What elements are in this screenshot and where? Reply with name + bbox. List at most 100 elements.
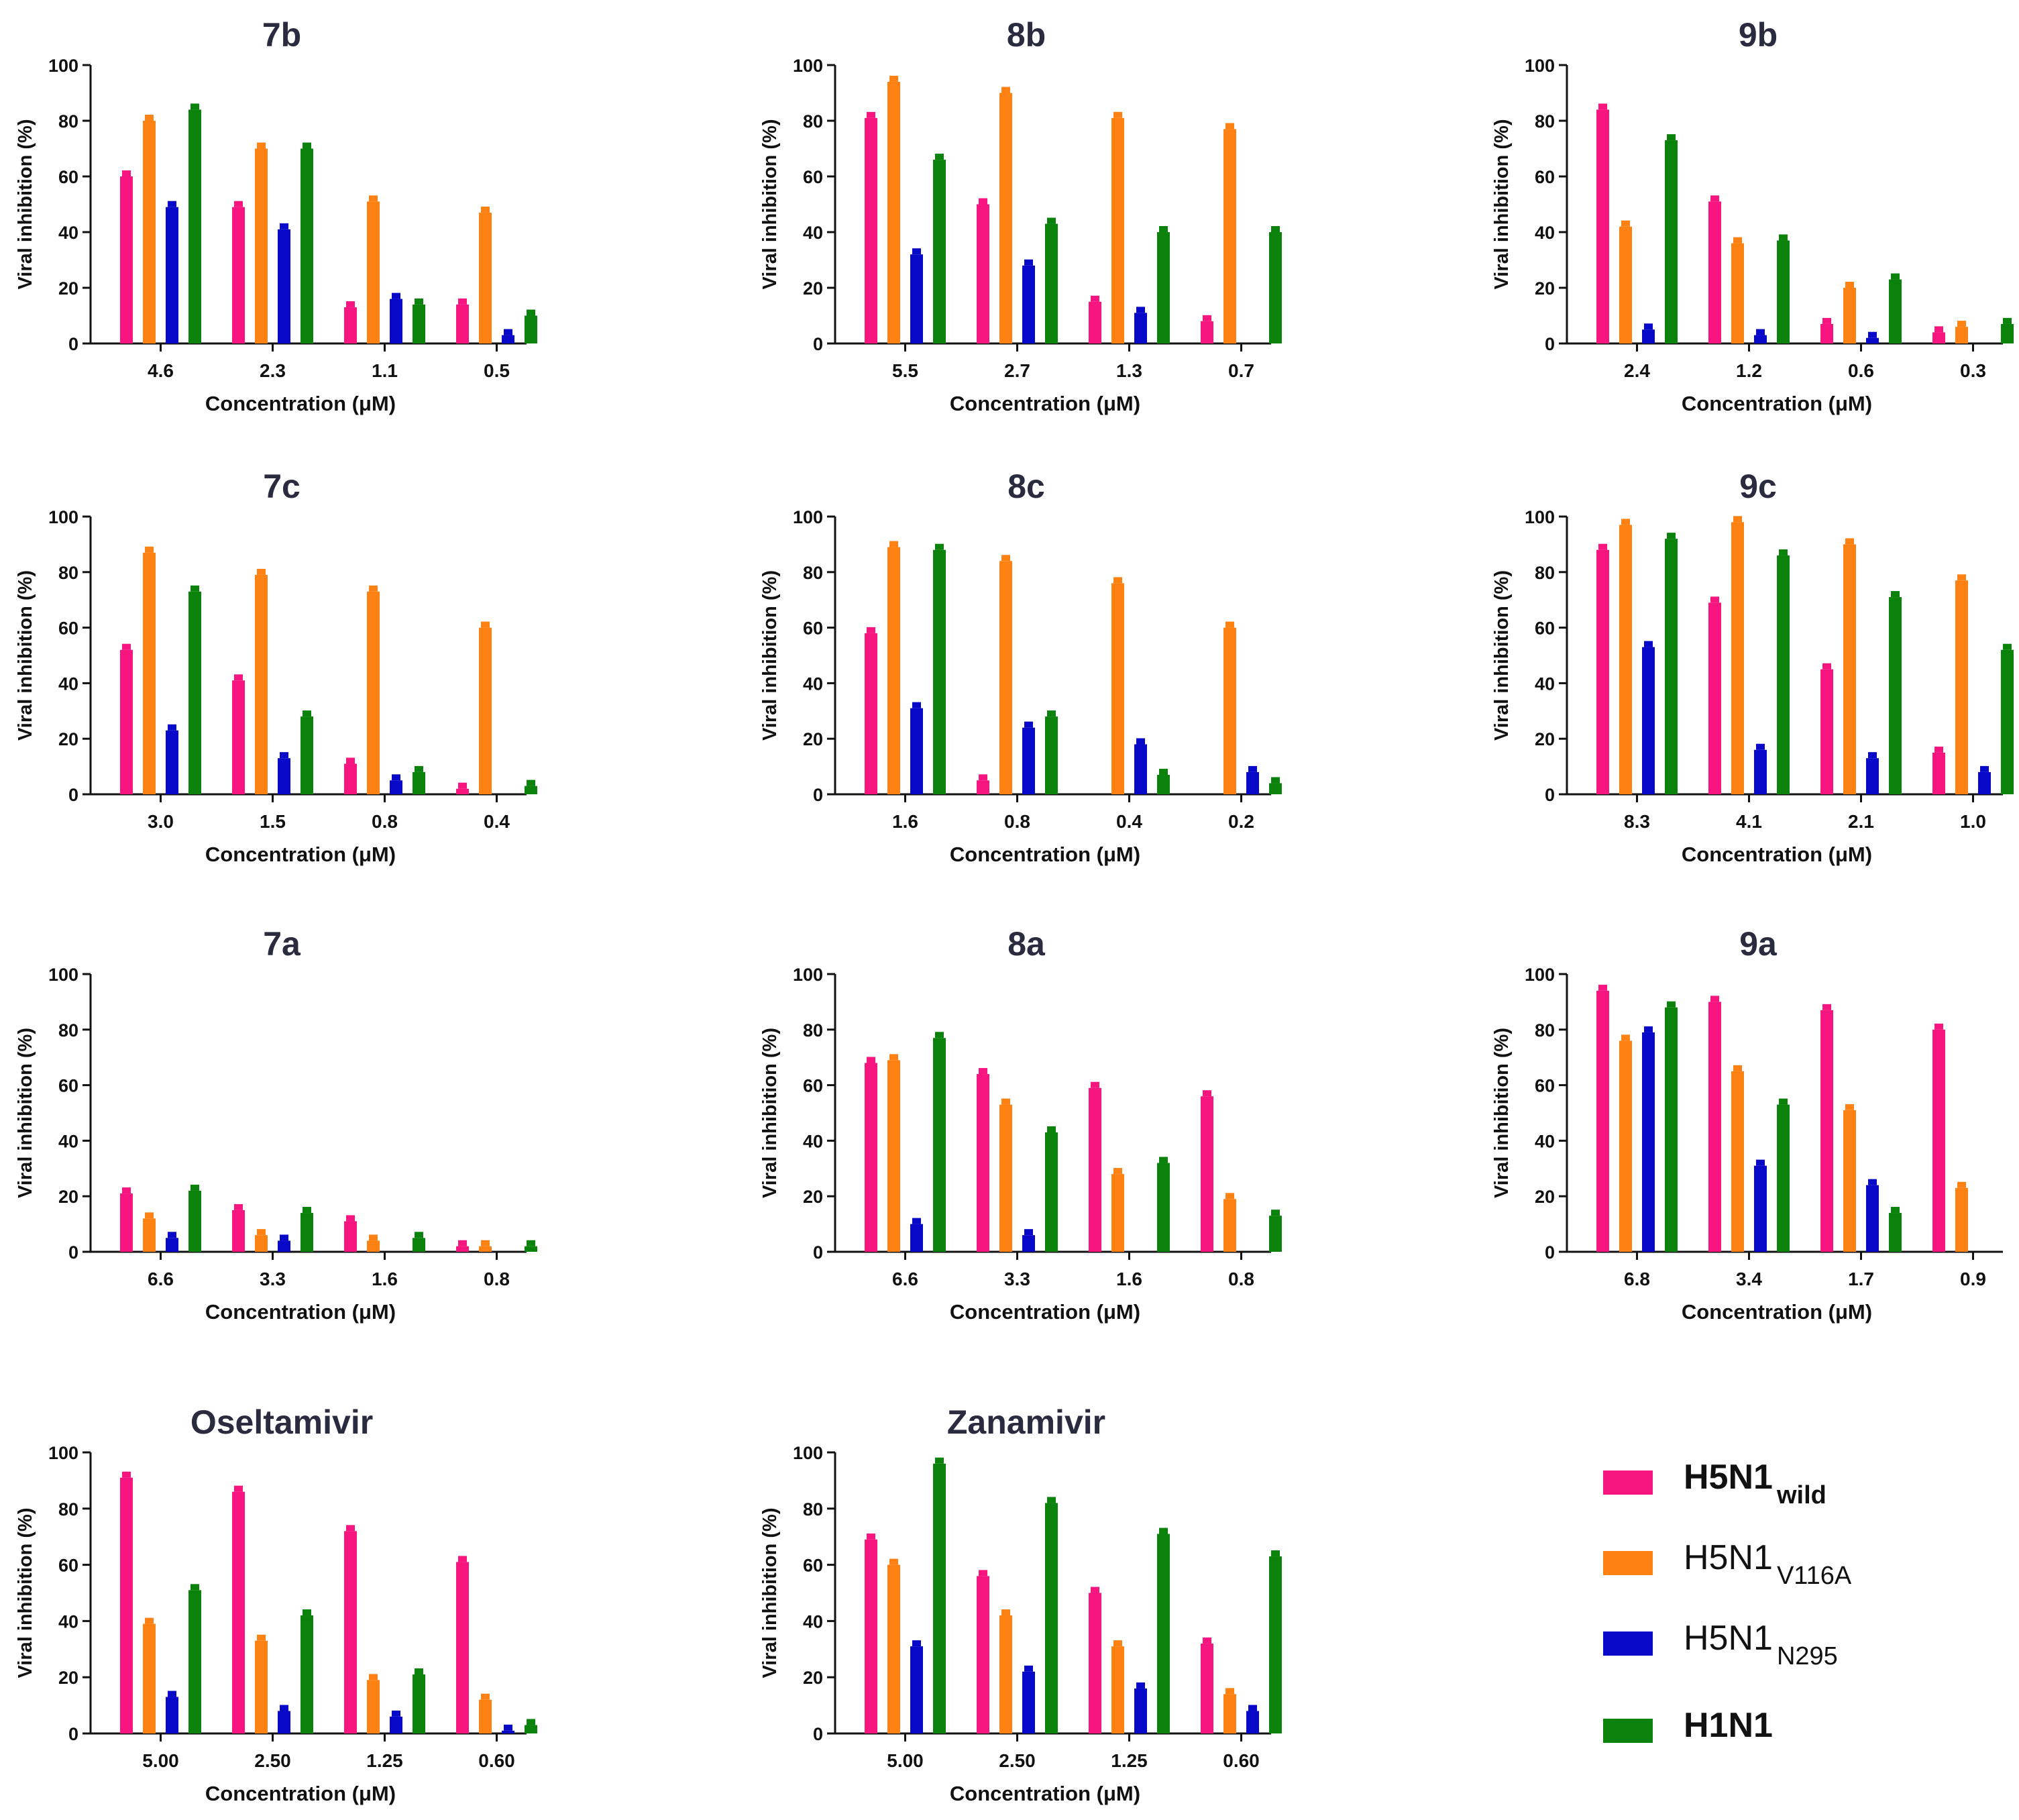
error-bar-oseltamivir-h5n1-v116a [257, 1634, 266, 1641]
y-tick-label-7c: 40 [58, 674, 78, 694]
y-axis-label-7c: Viral inhibition (%) [15, 570, 36, 741]
bar-9b-h5n1-n295-1-2 [1754, 335, 1767, 343]
error-bar-7c-h1n1 [527, 780, 535, 786]
x-tick-label-oseltamivir-5-00: 5.00 [142, 1750, 179, 1771]
bar-9c-h5n1-v116a-1-0 [1955, 580, 1968, 794]
bar-zanamivir-h5n1-wild-0-60 [1201, 1643, 1213, 1733]
panel-title-9c: 9c [1739, 468, 1777, 505]
y-axis-label-9c: Viral inhibition (%) [1491, 570, 1513, 741]
error-bar-9a-h5n1-v116a [1957, 1181, 1966, 1188]
x-tick-label-9c-8-3: 8.3 [1624, 811, 1650, 832]
x-axis-label-9c: Concentration (μM) [1682, 843, 1872, 866]
bar-8a-h5n1-wild-0-8 [1201, 1096, 1213, 1252]
error-bar-7b-h1n1 [190, 103, 199, 110]
x-tick-label-7a-0-8: 0.8 [484, 1269, 510, 1289]
bar-9b-h1n1-1-2 [1777, 240, 1790, 343]
x-tick-label-7b-2-3: 2.3 [260, 360, 286, 381]
error-bar-oseltamivir-h5n1-n295 [168, 1691, 176, 1697]
bar-8c-h5n1-wild-1-6 [865, 633, 877, 794]
y-tick-label-oseltamivir: 0 [68, 1724, 78, 1744]
panel-title-9a: 9a [1739, 925, 1778, 963]
bar-7b-h5n1-v116a-4-6 [143, 121, 156, 343]
error-bar-9c-h1n1 [1779, 549, 1788, 555]
error-bar-8c-h5n1-n295 [1248, 765, 1257, 772]
y-tick-label-9b: 100 [1525, 56, 1555, 76]
error-bar-7a-h5n1-n295 [168, 1232, 176, 1238]
bar-9b-h5n1-n295-0-6 [1866, 337, 1879, 343]
bar-9a-h5n1-wild-3-4 [1708, 1002, 1721, 1252]
y-tick-label-8b: 0 [813, 334, 823, 354]
bar-8b-h1n1-2-7 [1045, 223, 1058, 343]
y-tick-label-7a: 60 [58, 1076, 78, 1096]
bar-7a-h5n1-wild-6-6 [120, 1193, 133, 1252]
y-tick-label-8c: 40 [803, 674, 823, 694]
bar-7a-h5n1-n295-3-3 [278, 1240, 290, 1252]
error-bar-9c-h5n1-wild [1822, 663, 1831, 670]
y-tick-label-9b: 20 [1535, 278, 1555, 299]
legend-label-h1n1: H1N1 [1684, 1706, 1773, 1745]
error-bar-8b-h5n1-n295 [912, 248, 921, 255]
x-tick-label-zanamivir-2-50: 2.50 [999, 1750, 1036, 1771]
x-axis-label-9b: Concentration (μM) [1682, 392, 1872, 415]
error-bar-7a-h5n1-wild [234, 1203, 243, 1210]
y-tick-label-oseltamivir: 100 [48, 1443, 78, 1463]
bar-9c-h5n1-wild-4-1 [1708, 602, 1721, 794]
bar-9a-h5n1-v116a-1-7 [1843, 1110, 1856, 1252]
error-bar-7a-h1n1 [527, 1240, 535, 1246]
y-tick-label-oseltamivir: 40 [58, 1611, 78, 1631]
error-bar-7c-h5n1-v116a [481, 621, 490, 628]
bar-oseltamivir-h1n1-1-25 [413, 1674, 425, 1733]
error-bar-9a-h5n1-wild [1598, 984, 1607, 991]
x-axis-label-9a: Concentration (μM) [1682, 1300, 1872, 1324]
error-bar-7c-h5n1-wild [234, 674, 243, 681]
error-bar-oseltamivir-h5n1-n295 [504, 1724, 512, 1731]
x-axis-label-8a: Concentration (μM) [950, 1300, 1140, 1324]
bar-7a-h1n1-1-6 [413, 1238, 425, 1252]
error-bar-9a-h5n1-n295 [1756, 1159, 1765, 1166]
bar-zanamivir-h5n1-v116a-5-00 [887, 1564, 900, 1733]
x-axis-label-8b: Concentration (μM) [950, 392, 1140, 415]
x-tick-label-zanamivir-0-60: 0.60 [1223, 1750, 1260, 1771]
error-bar-9a-h5n1-wild [1710, 996, 1719, 1002]
error-bar-8c-h5n1-v116a [1113, 577, 1122, 584]
error-bar-oseltamivir-h1n1 [527, 1719, 535, 1725]
error-bar-8b-h5n1-v116a [1001, 87, 1010, 93]
legend-sub-h5n1-wild: wild [1776, 1481, 1826, 1509]
error-bar-7a-h5n1-v116a [369, 1234, 378, 1241]
error-bar-9c-h1n1 [1667, 533, 1676, 539]
error-bar-8a-h5n1-v116a [1225, 1193, 1234, 1199]
bar-7b-h5n1-v116a-1-1 [367, 201, 380, 343]
bar-8c-h1n1-1-6 [933, 549, 946, 794]
error-bar-zanamivir-h5n1-n295 [1024, 1665, 1033, 1672]
error-bar-zanamivir-h5n1-v116a [889, 1558, 898, 1565]
bar-oseltamivir-h5n1-wild-0-60 [456, 1562, 469, 1733]
bar-9a-h5n1-wild-0-9 [1932, 1029, 1945, 1252]
panel-7c: 7c 0 20 40 60 80 100 Viral inhibition (%) 3.0 1.5… [15, 468, 537, 866]
error-bar-9a-h5n1-n295 [1644, 1026, 1653, 1032]
error-bar-8c-h1n1 [1047, 710, 1056, 717]
bar-9a-h5n1-n295-1-7 [1866, 1185, 1879, 1252]
bar-9a-h5n1-v116a-6-8 [1619, 1040, 1632, 1252]
bar-9c-h5n1-wild-1-0 [1932, 752, 1945, 794]
y-tick-label-9c: 80 [1535, 563, 1555, 583]
bar-zanamivir-h1n1-2-50 [1045, 1503, 1058, 1733]
panel-title-zanamivir: Zanamivir [947, 1403, 1105, 1441]
y-axis-label-7b: Viral inhibition (%) [15, 119, 36, 289]
x-tick-label-8b-2-7: 2.7 [1004, 360, 1030, 381]
bar-8b-h5n1-v116a-2-7 [999, 93, 1012, 343]
panel-title-7b: 7b [262, 16, 301, 54]
bar-7b-h1n1-4-6 [188, 109, 201, 343]
bar-7c-h5n1-v116a-0-8 [367, 591, 380, 794]
error-bar-zanamivir-h5n1-wild [867, 1533, 875, 1540]
bar-7c-h5n1-n295-1-5 [278, 758, 290, 794]
bar-9b-h5n1-wild-0-3 [1932, 332, 1945, 343]
bar-8b-h5n1-wild-1-3 [1089, 301, 1101, 343]
y-tick-label-7b: 0 [68, 334, 78, 354]
error-bar-oseltamivir-h5n1-wild [458, 1556, 467, 1562]
y-tick-label-9c: 40 [1535, 674, 1555, 694]
y-tick-label-9b: 80 [1535, 111, 1555, 131]
error-bar-zanamivir-h1n1 [1271, 1550, 1280, 1557]
bar-9c-h5n1-v116a-4-1 [1731, 522, 1744, 794]
y-axis-label-9b: Viral inhibition (%) [1491, 119, 1513, 289]
